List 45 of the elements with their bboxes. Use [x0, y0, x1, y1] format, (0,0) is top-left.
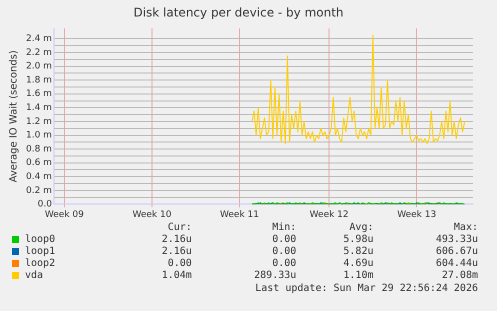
text: 604.44u	[434, 258, 479, 270]
text: 0.00	[271, 246, 298, 258]
y-tick-label: 0.0	[38, 200, 52, 210]
y-tick-label: 1.8 m	[26, 75, 52, 86]
text: 1.10m	[342, 270, 374, 282]
y-tick-label: 2.4 m	[26, 34, 52, 44]
legend-label: loop2	[24, 258, 56, 270]
text: 2.16u	[160, 246, 193, 258]
text: 0.00	[271, 258, 298, 270]
x-tick-label: Week 09	[44, 210, 84, 220]
y-axis-title: Average IO Wait (seconds)	[8, 50, 20, 182]
y-tick-label: 1.4 m	[26, 103, 52, 114]
y-tick-label: 0.2 m	[26, 186, 52, 196]
text: 0.00	[166, 258, 193, 270]
text: 606.67u	[434, 246, 479, 258]
x-tick-label: Week 13	[397, 210, 436, 220]
x-tick-label: Week 11	[220, 210, 259, 220]
text: Avg:	[348, 222, 374, 234]
x-tick-label: Week 10	[132, 210, 172, 220]
y-tick-label: 0.6 m	[26, 158, 52, 168]
y-tick-label: 0.8 m	[26, 144, 52, 154]
y-tick-label: 0.4 m	[26, 172, 52, 182]
text: 1.04m	[160, 270, 193, 282]
legend-label: loop0	[24, 234, 56, 246]
y-tick-label: 2.2 m	[26, 48, 52, 58]
text: Min:	[271, 222, 298, 234]
text: 5.82u	[342, 246, 374, 258]
text: 289.33u	[253, 270, 298, 282]
legend-label: vda	[24, 270, 44, 282]
y-tick-label: 1.0 m	[26, 130, 52, 141]
y-tick-label: 1.2 m	[26, 116, 52, 127]
x-tick-label: Week 12	[310, 210, 349, 220]
legend-label: loop1	[24, 246, 56, 258]
text: Max:	[452, 222, 479, 234]
y-tick-label: 1.6 m	[26, 89, 52, 100]
text: 5.98u	[342, 234, 374, 246]
text: 4.69u	[342, 258, 374, 270]
text: 0.00	[271, 234, 298, 246]
text: Last update: Sun Mar 29 22:56:24 2026	[254, 282, 479, 295]
chart-title: Disk latency per device - by month	[133, 5, 344, 20]
text: 27.08m	[440, 270, 479, 282]
y-tick-label: 2.0 m	[26, 62, 52, 72]
text: 2.16u	[160, 234, 193, 246]
text: Cur:	[166, 222, 193, 234]
text: 493.33u	[434, 234, 479, 246]
